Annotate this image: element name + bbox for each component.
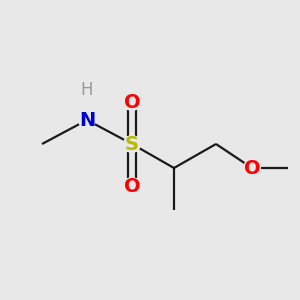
Text: O: O <box>124 92 140 112</box>
Text: N: N <box>79 110 95 130</box>
Text: O: O <box>124 176 140 196</box>
Text: S: S <box>125 134 139 154</box>
Text: O: O <box>244 158 260 178</box>
Text: H: H <box>81 81 93 99</box>
Circle shape <box>124 136 140 152</box>
Circle shape <box>79 112 95 128</box>
Circle shape <box>79 82 95 98</box>
Circle shape <box>124 178 140 194</box>
Circle shape <box>244 160 260 176</box>
Circle shape <box>124 94 140 110</box>
